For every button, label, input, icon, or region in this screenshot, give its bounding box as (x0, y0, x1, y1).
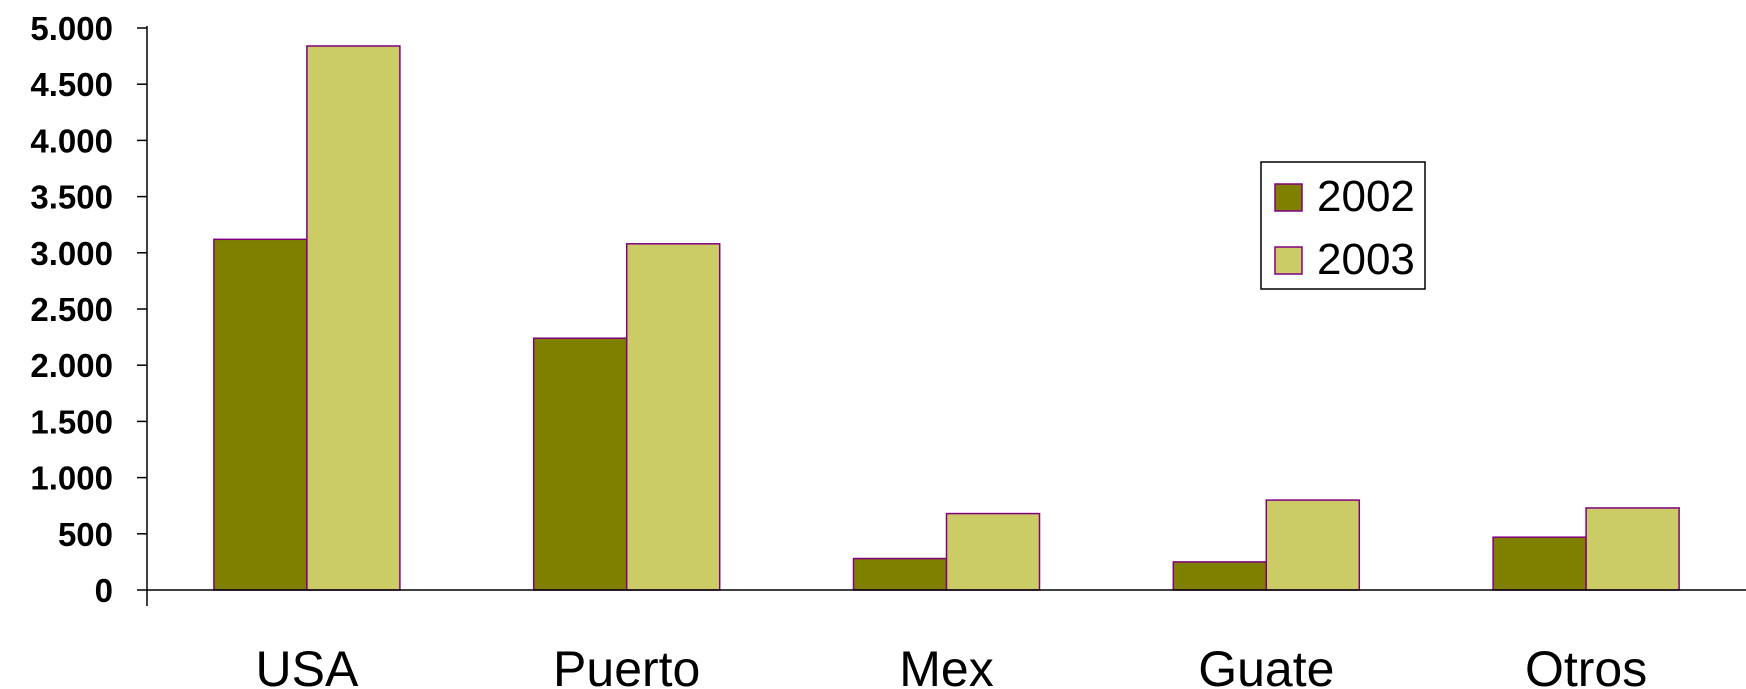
y-tick-label: 5.000 (30, 10, 113, 47)
y-tick-label: 4.000 (30, 122, 113, 159)
legend-label: 2002 (1317, 172, 1415, 221)
legend-label: 2003 (1317, 235, 1415, 284)
y-axis: 0 500 1.000 1.500 2.000 2.500 3.000 3.500 4.000 4… (30, 10, 148, 609)
bar-2003-Puerto (625, 243, 721, 591)
bar-2002-Otros (1492, 536, 1587, 591)
y-tick-label: 2.500 (30, 291, 113, 328)
x-tick-label: USA (255, 641, 358, 689)
x-axis: USA Puerto Mex Guate Otros (147, 589, 1746, 689)
x-tick-label: Guate (1198, 641, 1334, 689)
legend-swatch-2003 (1274, 246, 1303, 275)
bars (213, 45, 1680, 591)
bar-2003-Otros (1585, 507, 1680, 591)
x-tick-label: Otros (1525, 641, 1647, 689)
y-tick-label: 2.000 (30, 347, 113, 384)
y-tick-label: 4.500 (30, 66, 113, 103)
y-tick-label: 1.000 (30, 460, 113, 497)
x-tick-label: Mex (899, 641, 993, 689)
bar-2003-Mex (945, 512, 1041, 591)
y-tick-label: 3.500 (30, 179, 113, 216)
x-tick-label: Puerto (553, 641, 700, 689)
bar-2002-Mex (852, 557, 948, 591)
bar-2003-Guate (1265, 499, 1361, 591)
bar-2002-Guate (1172, 561, 1268, 591)
bar-2002-Puerto (532, 337, 628, 591)
legend: 2002 2003 (1260, 161, 1426, 290)
bar-2003-USA (306, 45, 401, 591)
y-tick-label: 0 (95, 572, 113, 609)
y-tick-label: 500 (58, 516, 113, 553)
y-tick-label: 3.000 (30, 235, 113, 272)
y-tick-label: 1.500 (30, 403, 113, 440)
legend-swatch-2002 (1274, 183, 1303, 212)
bar-2002-USA (213, 238, 308, 591)
